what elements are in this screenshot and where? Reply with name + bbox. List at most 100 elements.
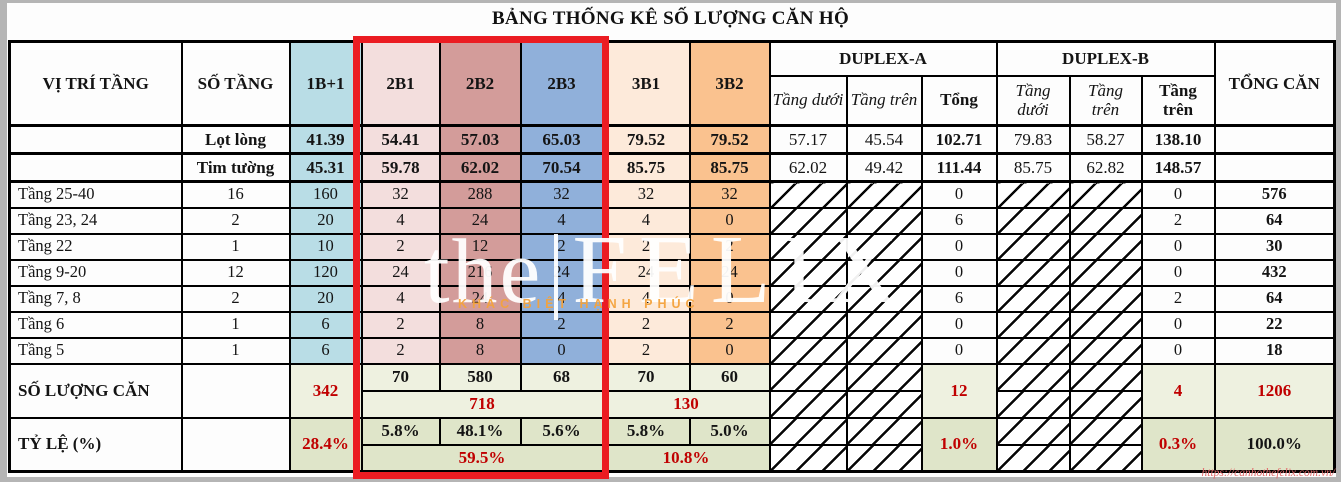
- summary-cell: 70: [360, 362, 441, 392]
- crossed-out-cell: [768, 180, 848, 209]
- data-cell: 20: [288, 206, 363, 235]
- data-cell: 0: [1140, 310, 1216, 339]
- data-cell: 20: [288, 284, 363, 313]
- data-cell: 58.27: [1068, 124, 1143, 155]
- data-cell: 0: [1140, 180, 1216, 209]
- data-cell: 4: [601, 206, 691, 235]
- data-cell: 0: [920, 232, 998, 261]
- crossed-out-cell: [995, 284, 1071, 313]
- crossed-out-cell: [768, 258, 848, 287]
- data-cell: 0: [920, 336, 998, 365]
- data-cell: 4: [519, 284, 604, 313]
- row-total-cell: 22: [1213, 310, 1336, 339]
- crossed-out-cell: [1068, 389, 1143, 419]
- data-cell: 65.03: [519, 124, 604, 155]
- crossed-out-cell: [995, 258, 1071, 287]
- crossed-out-cell: [845, 206, 923, 235]
- crossed-out-cell: [845, 336, 923, 365]
- crossed-out-cell: [1068, 362, 1143, 392]
- data-cell: 148.57: [1140, 152, 1216, 183]
- data-cell: 0: [688, 336, 771, 365]
- ratio-cell: 5.6%: [519, 416, 604, 446]
- data-cell: 2: [601, 232, 691, 261]
- data-cell: 1: [180, 310, 291, 339]
- data-cell: 85.75: [688, 152, 771, 183]
- crossed-out-cell: [995, 180, 1071, 209]
- data-cell: 2: [519, 310, 604, 339]
- ratio-duplex-a: 1.0%: [920, 416, 998, 473]
- data-cell: 79.52: [688, 124, 771, 155]
- data-cell: 12: [180, 258, 291, 287]
- apartment-stats-table: VỊ TRÍ TẦNG SỐ TẦNG 1B+1 2B1 2B2 2B3 3B1…: [8, 40, 1336, 473]
- crossed-out-cell: [1068, 180, 1143, 209]
- header-duplex-b-upper: Tầng trên: [1068, 74, 1143, 127]
- data-cell: 24: [438, 284, 522, 313]
- header-2b2: 2B2: [438, 40, 522, 127]
- header-duplex-a: DUPLEX-A: [768, 40, 998, 77]
- ratio-cell: 48.1%: [438, 416, 522, 446]
- data-cell: 160: [288, 180, 363, 209]
- data-cell: 4: [360, 206, 441, 235]
- crossed-out-cell: [768, 336, 848, 365]
- empty-cell: [180, 416, 291, 473]
- data-cell: 8: [438, 310, 522, 339]
- data-cell: 2: [1140, 206, 1216, 235]
- data-cell: 0: [1140, 336, 1216, 365]
- data-cell: 2: [360, 336, 441, 365]
- floor-row-label: Tầng 25-40: [8, 180, 183, 209]
- data-cell: 0: [920, 180, 998, 209]
- header-2b1: 2B1: [360, 40, 441, 127]
- data-cell: 6: [920, 284, 998, 313]
- data-cell: 32: [688, 180, 771, 209]
- crossed-out-cell: [768, 284, 848, 313]
- summary-duplex-b-total: 4: [1140, 362, 1216, 419]
- ratio-cell: 5.0%: [688, 416, 771, 446]
- empty-cell: [180, 362, 291, 419]
- ratio-cell: 5.8%: [601, 416, 691, 446]
- header-duplex-a-lower: Tầng dưới: [768, 74, 848, 127]
- table-title: BẢNG THỐNG KÊ SỐ LƯỢNG CĂN HỘ: [491, 8, 850, 29]
- data-cell: 0: [688, 284, 771, 313]
- data-cell: 85.75: [601, 152, 691, 183]
- data-cell: 24: [601, 258, 691, 287]
- crossed-out-cell: [768, 362, 848, 392]
- header-1b1: 1B+1: [288, 40, 363, 127]
- ratio-row-label: TỶ LỆ (%): [8, 416, 183, 473]
- crossed-out-cell: [1068, 206, 1143, 235]
- data-cell: 24: [438, 206, 522, 235]
- data-cell: 2: [180, 284, 291, 313]
- crossed-out-cell: [1068, 232, 1143, 261]
- data-cell: 120: [288, 258, 363, 287]
- crossed-out-cell: [845, 416, 923, 446]
- data-cell: 2: [519, 232, 604, 261]
- data-cell: 4: [601, 284, 691, 313]
- data-cell: 62.02: [768, 152, 848, 183]
- crossed-out-cell: [1068, 310, 1143, 339]
- ratio-cell: 5.8%: [360, 416, 441, 446]
- empty-cell: [8, 124, 183, 155]
- crossed-out-cell: [1068, 336, 1143, 365]
- data-cell: 62.82: [1068, 152, 1143, 183]
- data-cell: 2: [688, 310, 771, 339]
- summary-2b-group-total: 718: [360, 389, 604, 419]
- header-floors: SỐ TẦNG: [180, 40, 291, 127]
- header-duplex-b: DUPLEX-B: [995, 40, 1216, 77]
- crossed-out-cell: [768, 389, 848, 419]
- crossed-out-cell: [995, 206, 1071, 235]
- crossed-out-cell: [995, 389, 1071, 419]
- row-total-cell: 576: [1213, 180, 1336, 209]
- data-cell: 1: [180, 336, 291, 365]
- data-cell: 6: [920, 206, 998, 235]
- data-cell: 12: [438, 232, 522, 261]
- crossed-out-cell: [845, 180, 923, 209]
- crossed-out-cell: [1068, 284, 1143, 313]
- data-cell: 16: [180, 180, 291, 209]
- crossed-out-cell: [845, 284, 923, 313]
- row-total-cell: 64: [1213, 206, 1336, 235]
- data-cell: 57.03: [438, 124, 522, 155]
- crossed-out-cell: [768, 206, 848, 235]
- ratio-grand-total: 100.0%: [1213, 416, 1336, 473]
- summary-1b1-total: 342: [288, 362, 363, 419]
- data-cell: 6: [288, 310, 363, 339]
- summary-cell: 68: [519, 362, 604, 392]
